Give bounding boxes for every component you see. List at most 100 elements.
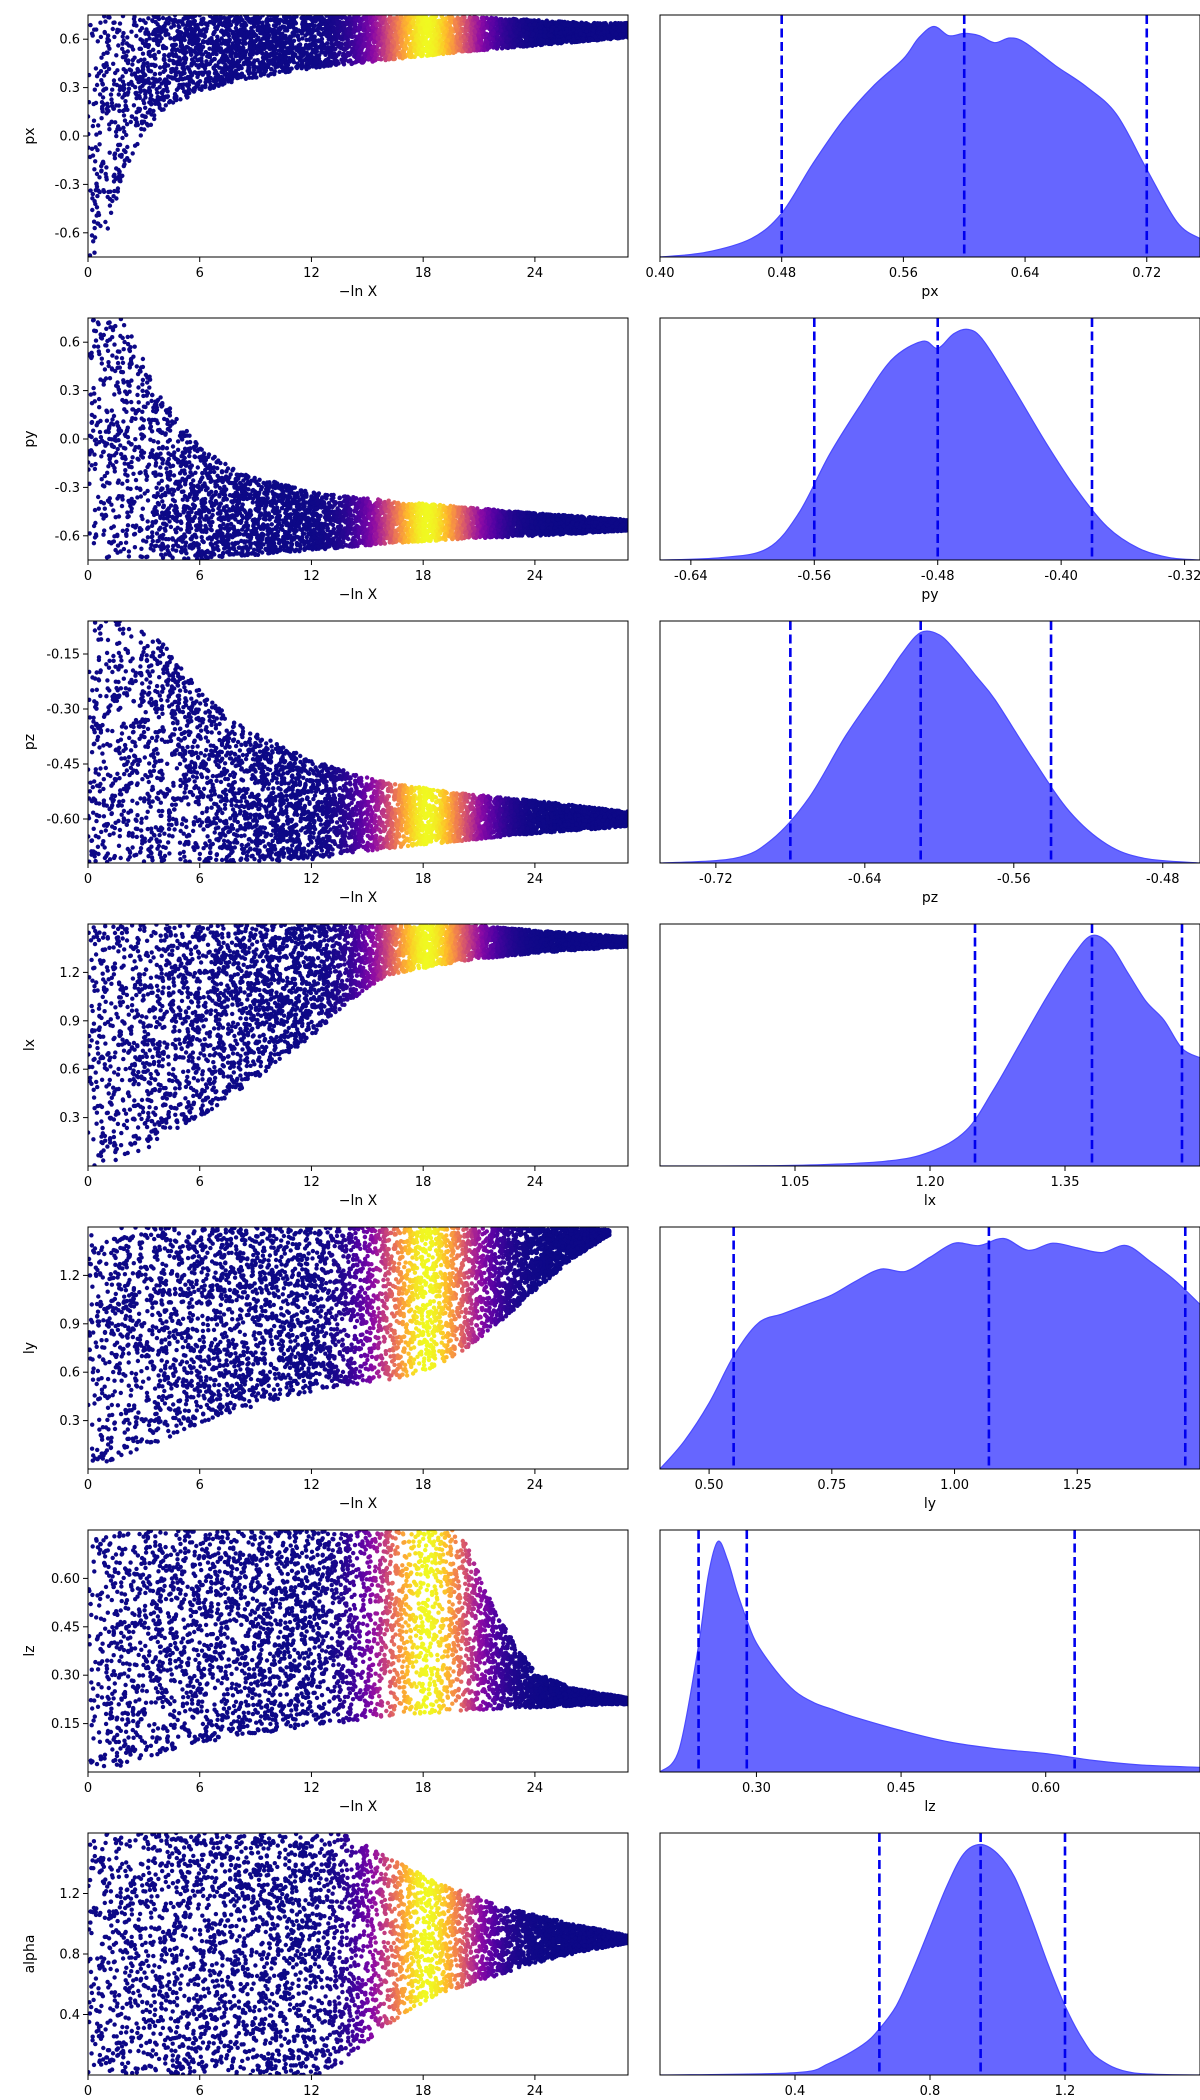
sample-point (229, 54, 234, 59)
sample-point (335, 25, 340, 30)
sample-point (94, 181, 99, 187)
sample-point (155, 90, 160, 95)
sample-point (484, 15, 490, 21)
sample-point (185, 20, 190, 25)
sample-point (112, 156, 118, 161)
sample-point (244, 56, 249, 61)
sample-point (113, 70, 118, 76)
sample-point (256, 35, 261, 41)
sample-point (111, 106, 116, 111)
sample-point (225, 56, 230, 61)
sample-point (190, 15, 195, 20)
sample-point (189, 52, 194, 57)
sample-point (114, 133, 119, 139)
sample-point (323, 52, 328, 57)
sample-point (197, 29, 203, 35)
sample-point (268, 39, 274, 45)
sample-point (111, 194, 116, 199)
sample-point (353, 21, 358, 27)
sample-point (212, 20, 217, 25)
sample-point (183, 26, 188, 31)
sample-point (274, 16, 279, 21)
sample-point (169, 69, 174, 75)
sample-point (183, 90, 188, 95)
sample-point (419, 30, 424, 35)
sample-point (147, 88, 153, 94)
sample-point (385, 49, 390, 55)
sample-point (192, 37, 197, 42)
sample-point (172, 36, 178, 41)
sample-point (182, 60, 188, 65)
sample-point (130, 151, 135, 156)
sample-point (201, 39, 206, 44)
sample-point (248, 29, 253, 34)
sample-point (265, 21, 270, 26)
sample-point (412, 30, 417, 35)
sample-point (408, 52, 413, 57)
sample-point (369, 50, 374, 55)
sample-point (141, 73, 147, 78)
sample-point (161, 88, 166, 94)
sample-point (167, 58, 172, 63)
sample-point (157, 24, 162, 30)
sample-point (182, 34, 187, 39)
sample-point (360, 60, 366, 65)
sample-point (123, 54, 128, 60)
sample-point (107, 46, 112, 51)
sample-point (103, 219, 108, 225)
sample-point (523, 38, 529, 43)
sample-point (381, 51, 386, 56)
sample-point (96, 123, 101, 128)
sample-point (219, 36, 224, 41)
sample-point (264, 17, 270, 22)
sample-point (92, 167, 97, 172)
sample-point (371, 44, 377, 49)
sample-point (239, 30, 244, 35)
sample-point (413, 26, 418, 31)
sample-point (398, 15, 404, 21)
sample-point (312, 23, 318, 28)
sample-point (370, 59, 375, 64)
sample-point (390, 21, 395, 27)
sample-point (472, 28, 477, 34)
sample-point (391, 40, 397, 45)
sample-point (279, 34, 284, 39)
sample-point (480, 22, 485, 27)
sample-point (191, 86, 197, 91)
sample-point (111, 179, 117, 184)
sample-point (112, 34, 117, 40)
sample-point (173, 95, 179, 100)
sample-point (97, 189, 102, 195)
sample-point (207, 15, 213, 19)
sample-point (247, 75, 252, 80)
sample-point (293, 21, 299, 26)
sample-point (152, 116, 157, 122)
sample-point (126, 86, 132, 91)
sample-point (249, 17, 254, 22)
sample-point (90, 191, 96, 197)
sample-point (109, 100, 115, 106)
sample-point (330, 61, 335, 66)
sample-point (339, 41, 344, 47)
sample-point (258, 73, 264, 78)
sample-point (494, 26, 499, 31)
sample-point (110, 87, 115, 92)
sample-point (356, 25, 362, 31)
sample-point (176, 78, 181, 83)
sample-point (93, 188, 99, 193)
sample-point (144, 41, 149, 47)
sample-point (185, 65, 190, 70)
sample-point (184, 30, 190, 35)
sample-point (251, 63, 257, 69)
sample-point (208, 82, 213, 88)
sample-point (402, 43, 408, 48)
sample-point (366, 28, 372, 33)
sample-point (88, 22, 93, 28)
sample-point (127, 67, 132, 72)
sample-point (512, 41, 517, 46)
sample-point (156, 49, 161, 55)
sample-point (476, 46, 481, 51)
sample-point (99, 116, 104, 121)
sample-point (152, 72, 158, 77)
sample-point (266, 15, 271, 18)
